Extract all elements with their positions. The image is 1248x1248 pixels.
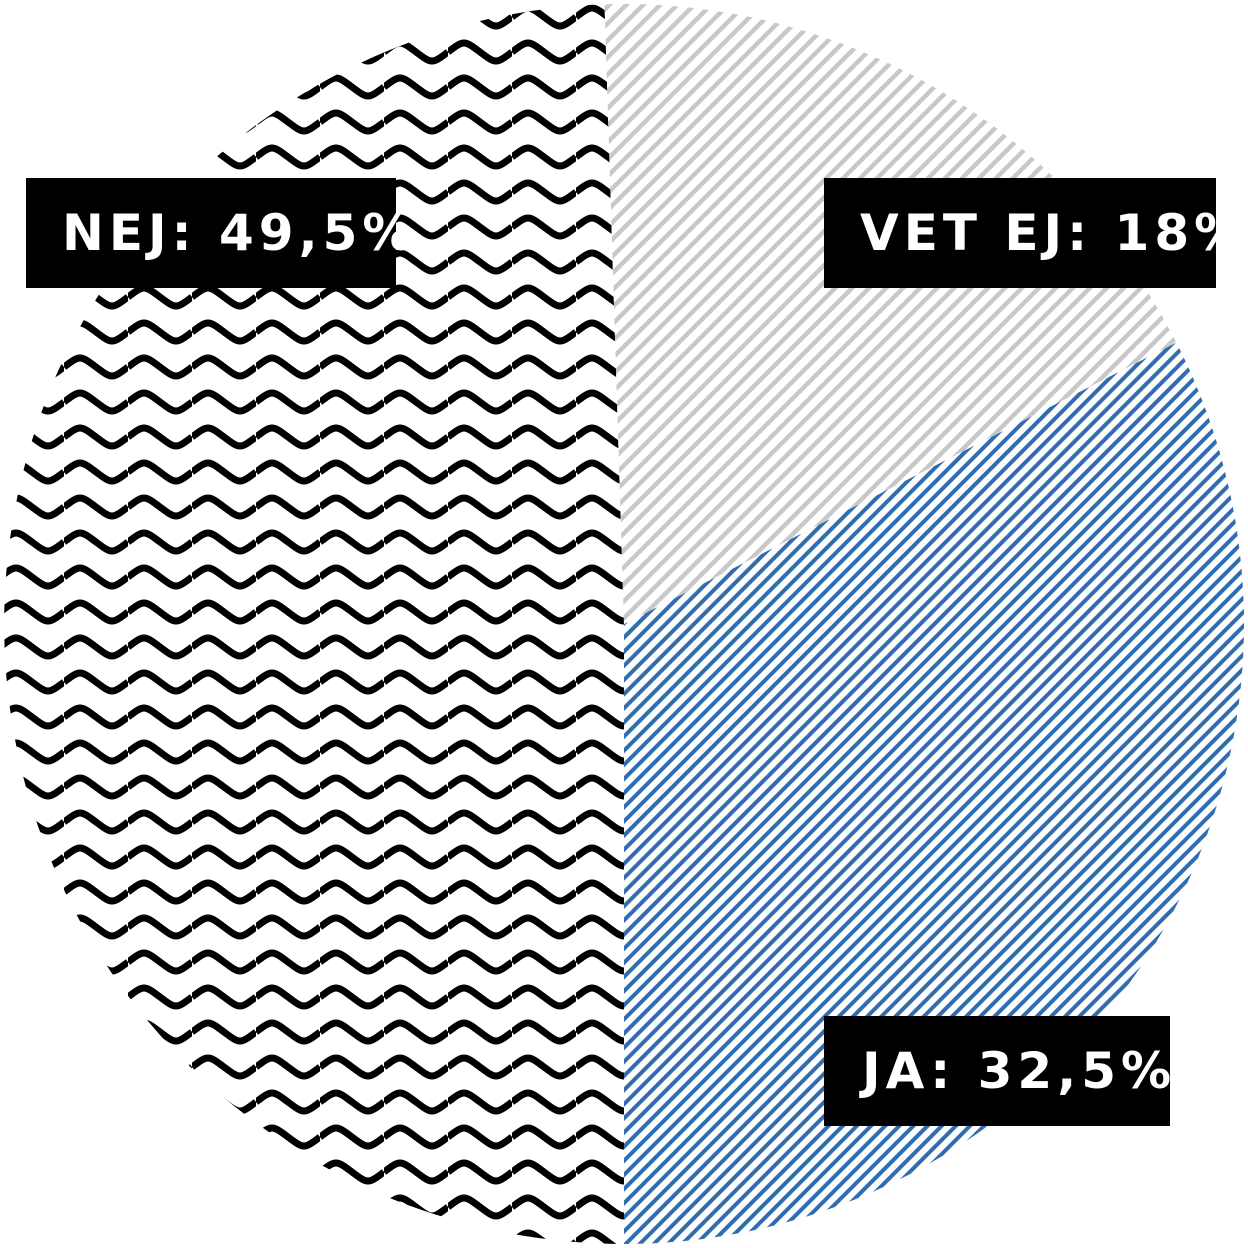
- pie-slice-vet-ej: [604, 4, 1177, 625]
- label-vet-ej: VET EJ: 18%: [824, 178, 1244, 288]
- label-nej: NEJ: 49,5%: [26, 178, 412, 288]
- label-ja: JA: 32,5%: [824, 1016, 1171, 1126]
- pie-slice-nej: [4, 4, 625, 1244]
